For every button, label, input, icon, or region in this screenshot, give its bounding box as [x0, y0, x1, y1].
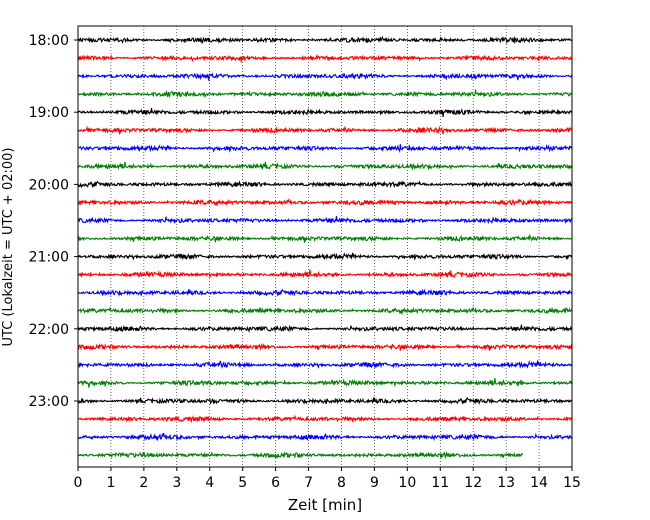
- y-tick-label: 23:00: [29, 394, 69, 410]
- trace-1900: [77, 107, 573, 117]
- x-tick-label: 15: [563, 475, 581, 491]
- x-tick-label: 5: [238, 475, 247, 491]
- x-tick-label: 1: [106, 475, 115, 491]
- seismic-traces: [77, 35, 573, 460]
- x-tick-label: 2: [139, 475, 148, 491]
- x-tick-label: 12: [464, 475, 482, 491]
- trace-2200: [77, 324, 573, 334]
- x-tick-label: 0: [74, 475, 83, 491]
- trace-2230: [77, 360, 573, 370]
- trace-2145: [77, 306, 573, 316]
- trace-2300: [77, 396, 573, 406]
- trace-2000: [77, 180, 573, 189]
- trace-1830: [77, 72, 573, 81]
- trace-2115: [77, 269, 573, 280]
- x-tick-label: 4: [205, 475, 214, 491]
- x-axis: 0 1 2 3 4 5 6 7 8 9 10 11 12 13 14 15: [74, 467, 581, 491]
- trace-1930: [77, 143, 573, 154]
- trace-2215: [77, 343, 573, 351]
- trace-2100: [77, 252, 573, 261]
- trace-2045: [77, 233, 573, 243]
- y-axis-label: UTC (Lokalzeit = UTC + 02:00): [1, 148, 16, 347]
- y-axis: 18:00 19:00 20:00 21:00 22:00 23:00: [29, 33, 78, 410]
- x-tick-label: 8: [337, 475, 346, 491]
- y-tick-label: 20:00: [29, 177, 69, 193]
- y-tick-label: 18:00: [29, 33, 69, 49]
- trace-1800: [77, 35, 573, 45]
- x-tick-label: 10: [398, 475, 416, 491]
- x-tick-label: 14: [530, 475, 548, 491]
- x-tick-label: 9: [370, 475, 379, 491]
- trace-2345: [77, 451, 524, 460]
- x-tick-label: 13: [497, 475, 515, 491]
- trace-1915: [77, 125, 573, 135]
- trace-2130: [77, 288, 573, 297]
- x-tick-label: 11: [431, 475, 449, 491]
- trace-2245: [77, 377, 573, 389]
- trace-2030: [77, 216, 573, 225]
- x-axis-label: Zeit [min]: [288, 496, 362, 514]
- trace-1845: [77, 89, 573, 99]
- trace-1945: [77, 161, 573, 171]
- trace-2315: [77, 414, 573, 424]
- trace-2015: [77, 198, 573, 207]
- trace-2330: [77, 432, 573, 442]
- x-tick-label: 3: [172, 475, 181, 491]
- y-tick-label: 22:00: [29, 322, 69, 338]
- plot-frame: [77, 25, 573, 468]
- trace-1815: [77, 53, 573, 63]
- x-tick-label: 7: [304, 475, 313, 491]
- x-tick-label: 6: [271, 475, 280, 491]
- y-tick-label: 21:00: [29, 250, 69, 266]
- y-tick-label: 19:00: [29, 105, 69, 121]
